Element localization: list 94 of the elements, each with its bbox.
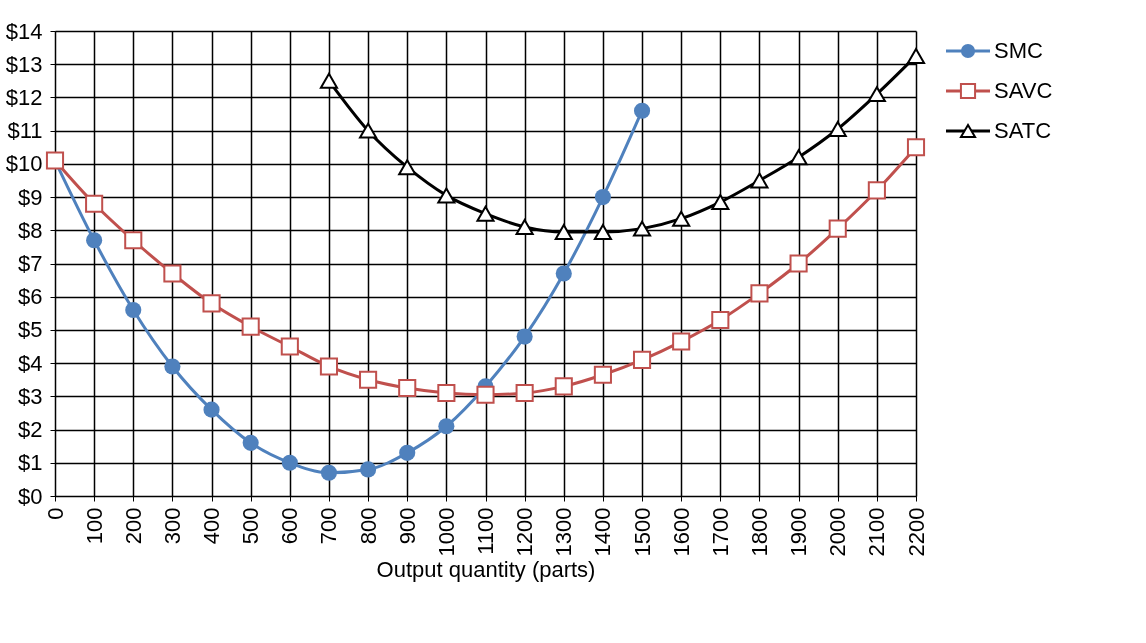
point bbox=[906, 138, 926, 157]
point bbox=[319, 357, 339, 376]
y-tick-label: $2 bbox=[18, 417, 43, 443]
x-tick-label: 400 bbox=[199, 507, 225, 545]
point bbox=[867, 86, 886, 103]
point bbox=[555, 265, 572, 282]
point bbox=[515, 383, 534, 403]
point bbox=[319, 72, 339, 89]
point bbox=[828, 121, 847, 137]
point bbox=[398, 378, 417, 398]
y-tick-label: $12 bbox=[5, 84, 43, 110]
point bbox=[789, 254, 808, 273]
x-tick-label: 1300 bbox=[551, 507, 577, 557]
point bbox=[202, 294, 221, 313]
point bbox=[633, 102, 651, 119]
x-tick-label: 1400 bbox=[590, 507, 616, 557]
x-tick-label: 300 bbox=[159, 507, 185, 545]
point bbox=[750, 284, 769, 303]
point bbox=[750, 172, 769, 189]
point bbox=[85, 194, 104, 213]
point bbox=[125, 301, 142, 319]
point bbox=[280, 337, 299, 356]
y-tick-label: $8 bbox=[18, 217, 43, 243]
x-tick-label: 100 bbox=[81, 507, 107, 545]
point bbox=[360, 461, 377, 478]
x-tick-label: 500 bbox=[238, 507, 264, 545]
point bbox=[632, 350, 652, 369]
point bbox=[867, 181, 886, 200]
x-tick-label: 600 bbox=[277, 507, 303, 545]
point bbox=[828, 219, 847, 238]
point bbox=[789, 149, 808, 166]
x-tick-label: 1600 bbox=[668, 507, 694, 557]
point bbox=[438, 418, 455, 435]
point bbox=[594, 189, 611, 206]
point bbox=[437, 383, 456, 403]
y-tick-label: $13 bbox=[5, 51, 43, 77]
point bbox=[711, 194, 730, 211]
y-tick-label: $3 bbox=[18, 383, 43, 409]
point bbox=[241, 317, 260, 336]
x-tick-label: 1500 bbox=[629, 507, 655, 557]
x-axis-title: Output quantity (parts) bbox=[376, 557, 596, 583]
legend-label: SAVC bbox=[994, 78, 1053, 103]
point bbox=[906, 47, 926, 64]
y-tick-label: $6 bbox=[18, 284, 43, 310]
point bbox=[476, 205, 495, 222]
point bbox=[711, 310, 730, 330]
y-tick-label: $14 bbox=[5, 18, 43, 44]
legend-label: SATC bbox=[994, 118, 1052, 143]
legend-label: SMC bbox=[994, 38, 1043, 63]
point bbox=[398, 159, 417, 176]
point bbox=[359, 370, 378, 389]
y-tick-label: $9 bbox=[18, 184, 43, 210]
point bbox=[554, 377, 573, 396]
x-tick-label: 2000 bbox=[825, 507, 851, 557]
point bbox=[164, 358, 181, 375]
x-tick-label: 1900 bbox=[786, 507, 812, 557]
point bbox=[281, 454, 298, 471]
x-tick-label: 800 bbox=[355, 507, 381, 545]
x-tick-label: 900 bbox=[394, 507, 420, 545]
point bbox=[593, 365, 612, 384]
y-tick-label: $4 bbox=[18, 350, 43, 376]
point bbox=[632, 220, 652, 237]
x-tick-label: 1800 bbox=[746, 507, 772, 557]
y-tick-label: $0 bbox=[18, 483, 43, 509]
x-tick-label: 200 bbox=[120, 507, 146, 545]
point bbox=[86, 232, 103, 249]
point bbox=[476, 385, 495, 404]
point bbox=[515, 218, 534, 235]
point bbox=[242, 434, 259, 451]
point bbox=[124, 231, 143, 250]
point bbox=[672, 210, 691, 227]
point bbox=[163, 264, 182, 283]
x-tick-label: 1700 bbox=[707, 507, 733, 557]
x-tick-label: 1100 bbox=[473, 507, 498, 555]
point bbox=[437, 187, 456, 204]
x-tick-label: 2100 bbox=[864, 507, 890, 557]
y-tick-label: $11 bbox=[7, 118, 43, 144]
x-tick-label: 0 bbox=[42, 507, 68, 520]
point bbox=[203, 401, 220, 418]
x-tick-label: 2200 bbox=[903, 507, 929, 557]
point bbox=[516, 328, 533, 345]
point bbox=[554, 223, 573, 240]
y-tick-label: $5 bbox=[18, 317, 43, 343]
x-tick-label: 700 bbox=[316, 507, 342, 545]
x-tick-label: 1200 bbox=[512, 507, 538, 557]
point bbox=[320, 464, 338, 481]
point bbox=[399, 444, 416, 461]
point bbox=[593, 223, 612, 240]
y-tick-label: $7 bbox=[18, 251, 43, 276]
y-tick-label: $10 bbox=[5, 151, 43, 177]
point bbox=[672, 332, 691, 351]
point bbox=[359, 122, 378, 139]
x-tick-label: 1000 bbox=[433, 507, 459, 557]
y-tick-label: $1 bbox=[18, 450, 43, 476]
